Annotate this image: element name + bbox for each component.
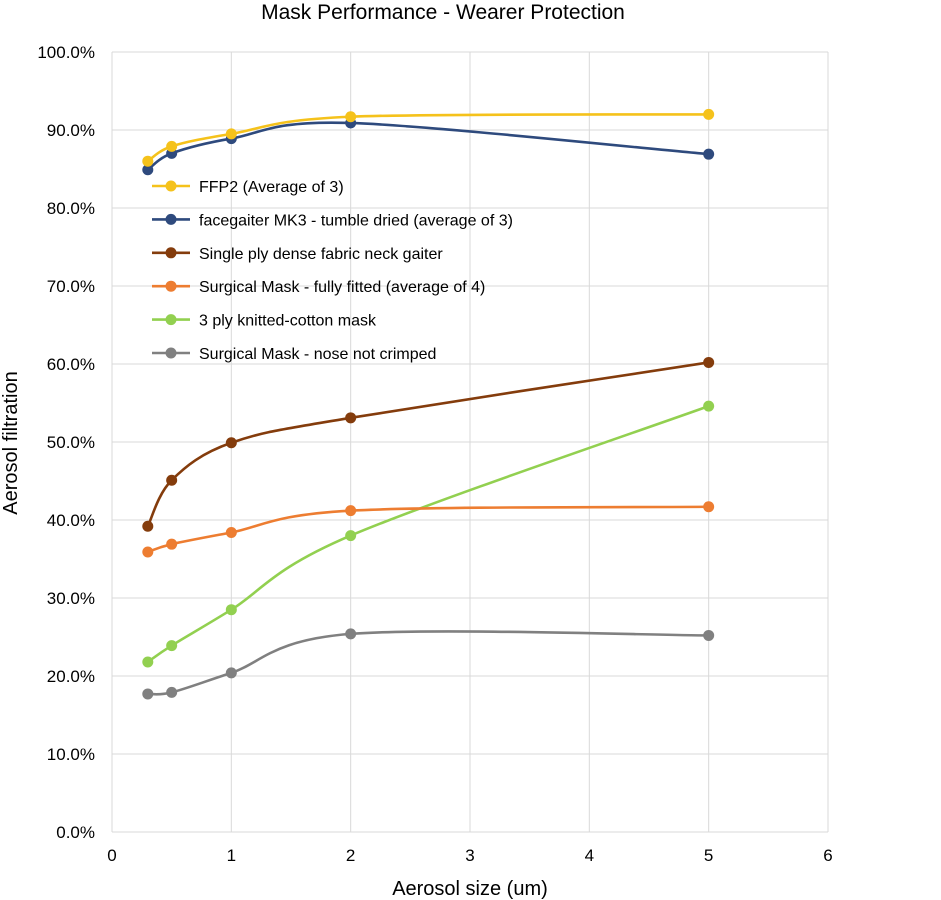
data-point <box>225 437 237 449</box>
legend-swatch-marker <box>165 180 177 192</box>
legend-item: 3 ply knitted-cotton mask <box>152 313 377 330</box>
data-point <box>225 604 237 616</box>
data-point <box>166 538 178 550</box>
legend-swatch-marker <box>165 314 177 326</box>
chart-title: Mask Performance - Wearer Protection <box>261 1 625 24</box>
data-point <box>142 520 154 532</box>
data-point <box>703 400 715 412</box>
x-tick-label: 0 <box>107 846 116 865</box>
legend-item: Surgical Mask - nose not crimped <box>152 346 436 363</box>
y-tick-label: 50.0% <box>47 433 95 452</box>
data-point <box>142 155 154 167</box>
data-point <box>345 111 357 123</box>
legend-swatch-marker <box>165 280 177 292</box>
x-tick-label: 2 <box>346 846 355 865</box>
legend-item: facegaiter MK3 - tumble dried (average o… <box>152 212 513 229</box>
x-axis-label: Aerosol size (um) <box>392 878 548 900</box>
data-point <box>703 108 715 120</box>
data-point <box>166 640 178 652</box>
data-point <box>345 505 357 517</box>
data-point <box>345 412 357 424</box>
data-point <box>142 546 154 558</box>
x-tick-label: 3 <box>465 846 474 865</box>
y-tick-label: 80.0% <box>47 199 95 218</box>
x-tick-label: 1 <box>227 846 236 865</box>
legend-label: Single ply dense fabric neck gaiter <box>199 246 443 263</box>
data-point <box>703 629 715 641</box>
legend: FFP2 (Average of 3) facegaiter MK3 - tumb… <box>152 179 513 363</box>
x-tick-label: 6 <box>823 846 832 865</box>
y-tick-labels: 0.0% 10.0% 20.0% 30.0% 40.0% 50.0% 60.0% 70.0% 8… <box>37 43 95 842</box>
legend-label: 3 ply knitted-cotton mask <box>199 313 377 330</box>
x-tick-label: 5 <box>704 846 713 865</box>
series-points <box>142 108 715 700</box>
y-tick-label: 90.0% <box>47 121 95 140</box>
legend-swatch-marker <box>165 347 177 359</box>
x-tick-label: 4 <box>585 846 594 865</box>
data-point <box>166 140 178 152</box>
legend-item: Surgical Mask - fully fitted (average of… <box>152 279 485 296</box>
y-tick-label: 60.0% <box>47 355 95 374</box>
grid <box>111 51 829 833</box>
series-line <box>147 630 709 696</box>
data-point <box>345 530 357 542</box>
y-tick-label: 10.0% <box>47 745 95 764</box>
x-tick-labels: 0 1 2 3 4 5 6 <box>107 846 832 865</box>
data-point <box>142 164 154 176</box>
data-point <box>166 474 178 486</box>
data-point <box>142 656 154 668</box>
data-point <box>225 128 237 140</box>
legend-item: FFP2 (Average of 3) <box>152 179 344 196</box>
y-tick-label: 30.0% <box>47 589 95 608</box>
y-tick-label: 0.0% <box>56 823 95 842</box>
data-point <box>703 148 715 160</box>
y-tick-label: 40.0% <box>47 511 95 530</box>
data-point <box>142 688 154 700</box>
legend-swatch-marker <box>165 247 177 259</box>
y-axis-label: Aerosol filtration <box>0 371 22 514</box>
legend-label: Surgical Mask - nose not crimped <box>199 346 436 363</box>
data-point <box>225 667 237 679</box>
data-point <box>345 628 357 640</box>
y-tick-label: 100.0% <box>37 43 95 62</box>
y-tick-label: 20.0% <box>47 667 95 686</box>
legend-label: facegaiter MK3 - tumble dried (average o… <box>199 212 513 229</box>
data-point <box>225 526 237 538</box>
y-tick-label: 70.0% <box>47 277 95 296</box>
legend-item: Single ply dense fabric neck gaiter <box>152 246 443 263</box>
data-point <box>703 501 715 513</box>
legend-label: FFP2 (Average of 3) <box>199 179 344 196</box>
legend-swatch-marker <box>165 213 177 225</box>
data-point <box>703 356 715 368</box>
legend-label: Surgical Mask - fully fitted (average of… <box>199 279 485 296</box>
data-point <box>166 686 178 698</box>
